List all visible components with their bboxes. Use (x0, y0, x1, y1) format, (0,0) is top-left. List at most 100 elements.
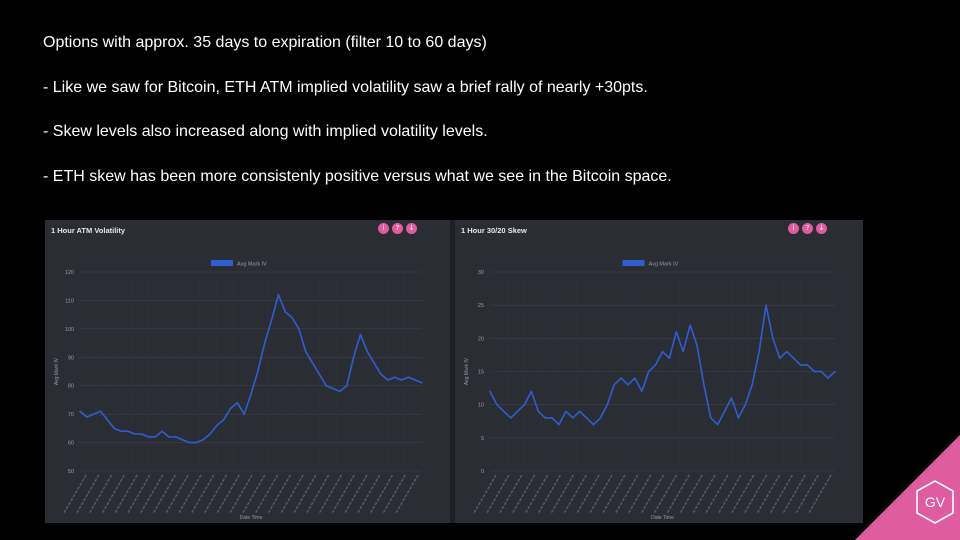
data-point (579, 410, 581, 412)
data-point (188, 441, 191, 444)
data-point (291, 316, 293, 319)
data-point (834, 370, 836, 373)
x-axis-label: Date Time (651, 515, 674, 521)
data-point (710, 417, 712, 419)
download-icon[interactable]: ↓ (816, 223, 827, 234)
data-point (565, 410, 567, 412)
x-tick-mark (63, 474, 87, 514)
data-point (277, 294, 280, 296)
data-point (147, 436, 150, 438)
help-icon[interactable]: ? (392, 223, 403, 234)
y-axis-label: Avg Mark IV (464, 357, 470, 385)
data-point (298, 328, 300, 330)
download-icon[interactable]: ↓ (406, 223, 417, 234)
y-tick-label: 30 (478, 270, 484, 276)
data-point (599, 417, 602, 419)
x-tick-mark (602, 474, 626, 514)
x-tick-mark (382, 474, 406, 514)
data-point (516, 410, 519, 412)
data-point (325, 385, 327, 387)
data-point (175, 436, 177, 438)
data-point (558, 423, 560, 426)
x-tick-mark (216, 474, 240, 514)
help-icon[interactable]: ? (802, 223, 813, 234)
gv-logo-corner: GV (855, 435, 960, 540)
x-tick-mark (318, 474, 342, 514)
data-point (86, 416, 88, 418)
x-tick-mark (357, 474, 381, 514)
data-point (311, 362, 314, 364)
y-tick-label: 90 (68, 355, 74, 361)
bullet-atm-volatility-rally: - Like we saw for Bitcoin, ETH ATM impli… (43, 78, 648, 96)
data-point (572, 417, 574, 419)
x-tick-mark (344, 474, 368, 514)
atm-volatility-panel: 50 60 70 80 90 100 110 120 Avg Mark IV Avg Mark I… (45, 220, 450, 523)
data-point (813, 370, 815, 373)
data-point (641, 390, 643, 393)
data-point (366, 350, 368, 353)
x-tick-mark (254, 474, 279, 514)
x-tick-mark (628, 474, 652, 514)
data-point (730, 397, 733, 399)
data-point (181, 439, 184, 441)
y-tick-label: 120 (65, 270, 74, 276)
data-point (751, 384, 753, 386)
data-point (737, 417, 740, 419)
data-point (229, 407, 232, 410)
info-icon[interactable]: i (788, 223, 799, 234)
x-tick-mark (178, 474, 202, 514)
x-tick-mark (395, 474, 419, 514)
data-point (792, 357, 795, 359)
data-point (765, 304, 767, 306)
x-tick-mark (782, 474, 806, 514)
x-tick-mark (576, 474, 600, 514)
data-point (216, 424, 218, 427)
y-tick-label: 50 (68, 469, 74, 475)
data-point (332, 387, 334, 390)
x-tick-mark (152, 474, 176, 514)
data-point (827, 377, 829, 379)
x-tick-mark (692, 474, 716, 514)
x-tick-mark (140, 474, 164, 514)
data-point (250, 393, 252, 395)
data-point (806, 364, 809, 366)
data-point (585, 417, 588, 419)
x-tick-mark (808, 474, 832, 514)
data-point (92, 413, 95, 415)
data-point (634, 377, 636, 379)
data-point (387, 379, 389, 381)
y-tick-label: 80 (68, 384, 74, 390)
data-point (339, 390, 341, 393)
x-tick-mark (795, 474, 819, 514)
x-tick-mark (743, 474, 768, 514)
y-tick-label: 110 (65, 298, 74, 304)
y-tick-label: 60 (68, 441, 74, 447)
gv-hexagon-icon (916, 480, 954, 524)
x-tick-mark (499, 474, 523, 514)
data-point (627, 384, 629, 386)
x-tick-mark (293, 474, 317, 514)
data-point (359, 333, 362, 336)
x-tick-mark (589, 474, 613, 514)
x-tick-mark (653, 474, 677, 514)
x-tick-mark (306, 474, 330, 514)
atm-volatility-actions: i ? ↓ (378, 223, 417, 234)
data-point (318, 373, 321, 376)
y-tick-label: 15 (478, 370, 484, 376)
data-point (648, 370, 650, 373)
data-point (209, 433, 211, 435)
data-point (127, 430, 129, 432)
data-point (537, 410, 539, 412)
data-point (270, 319, 273, 322)
data-point (106, 419, 109, 421)
info-icon[interactable]: i (378, 223, 389, 234)
data-point (243, 413, 245, 415)
x-tick-mark (537, 474, 562, 514)
data-point (380, 373, 382, 376)
data-point (421, 382, 423, 384)
data-point (496, 403, 498, 406)
data-point (703, 384, 705, 386)
y-tick-label: 20 (478, 336, 484, 342)
skew-chart: 0 5 10 15 20 25 30 Avg Mark IV Avg Mark IV Date T… (464, 260, 836, 521)
x-tick-mark (550, 474, 574, 514)
